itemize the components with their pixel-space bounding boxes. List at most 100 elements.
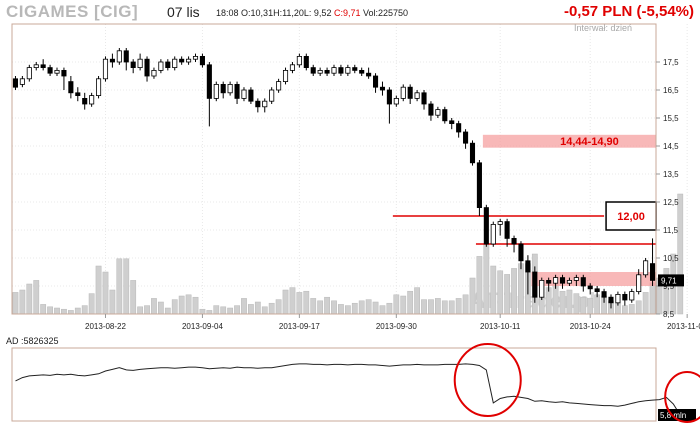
volume-bar: [74, 307, 81, 315]
level-lines: 12,00: [392, 201, 657, 245]
volume-bar: [511, 268, 517, 315]
candle-body: [96, 78, 102, 97]
candle-body: [123, 50, 129, 63]
volume-bar: [566, 289, 573, 315]
highlight-circle: [664, 371, 700, 423]
candle-body: [504, 221, 510, 239]
candle-body: [601, 291, 607, 298]
ad-indicator-label: AD :5826325: [6, 336, 59, 346]
y-tick-label: 17,5: [663, 58, 679, 67]
volume-bar: [171, 299, 178, 315]
candle-body: [338, 67, 344, 74]
candle-body: [40, 64, 46, 69]
volume-bar: [379, 305, 386, 315]
volume-bar: [594, 294, 601, 315]
candle-body: [282, 70, 289, 83]
volume-bar: [241, 298, 247, 315]
close-value: C:9,71: [333, 8, 361, 18]
volume-bar: [67, 310, 74, 315]
candle-body: [192, 56, 199, 60]
candle-body: [407, 86, 413, 99]
volume-bar: [289, 287, 296, 315]
volume-bar: [199, 308, 206, 315]
volume-bar: [635, 300, 642, 315]
volume-bar: [434, 298, 441, 315]
y-tick-label: 13,5: [663, 170, 679, 179]
zone-label: 14,44-14,90: [560, 136, 619, 148]
ohlc-values: O:10,31H:11,20L: 9,52: [241, 8, 332, 18]
candle-body: [636, 274, 642, 292]
volume-bar: [428, 299, 434, 315]
candle-body: [89, 95, 95, 105]
volume-bar: [338, 304, 344, 315]
volume-bar: [663, 268, 670, 315]
y-tick-label: 10,5: [663, 254, 679, 263]
volume-bar: [393, 294, 400, 315]
x-tick-label: 2013-09-04: [182, 322, 223, 331]
y-tick-label: 11,5: [663, 226, 679, 235]
volume-bar: [497, 270, 504, 315]
candle-body: [61, 70, 67, 77]
volume-bar: [54, 307, 60, 315]
volume-bar: [317, 300, 324, 315]
volume-bar: [518, 263, 524, 315]
candle-body: [629, 291, 635, 301]
volume-bar: [95, 265, 102, 315]
volume-bar: [61, 308, 67, 315]
annotations: 9,71: [658, 274, 684, 287]
volume-bar: [421, 299, 427, 315]
candle-body: [102, 58, 109, 80]
ad-last-box: [658, 409, 696, 421]
y-tick-label: 15,5: [663, 114, 679, 123]
volume-bar: [580, 296, 587, 315]
level-label-box: [605, 201, 657, 231]
candle-body: [269, 89, 275, 102]
x-tick-label: 2013-11-07: [667, 322, 700, 331]
candle-body: [248, 89, 254, 102]
candle-body: [463, 131, 469, 144]
candle-body: [442, 109, 448, 122]
volume-bar: [587, 298, 594, 315]
volume-bar: [144, 305, 150, 315]
volume-bar: [254, 301, 261, 315]
candle-body: [532, 271, 538, 298]
candle-body: [144, 58, 150, 77]
y-tick-label: 8,5: [663, 310, 675, 319]
candle-body: [546, 279, 552, 284]
volume-bar: [324, 296, 330, 315]
volume-bar: [344, 305, 351, 315]
candle-body: [241, 89, 247, 99]
volume-bar: [12, 292, 19, 315]
candle-body: [186, 58, 192, 63]
x-tick-label: 2013-08-22: [85, 322, 126, 331]
candle-body: [359, 70, 365, 74]
volume-bar: [455, 298, 462, 315]
volume-bar: [414, 287, 420, 315]
candle-body: [379, 86, 386, 91]
volume-bar: [573, 293, 580, 315]
session-time: 18:08: [216, 8, 239, 18]
price-change: -0,57 PLN (-5,54%): [563, 3, 694, 20]
volume-bar: [102, 271, 109, 315]
candle-body: [19, 78, 25, 85]
price-frame: [11, 23, 657, 315]
candle-body: [511, 237, 517, 245]
price-zone: [482, 134, 656, 148]
volume-bar: [490, 265, 497, 315]
candle-body: [345, 67, 351, 74]
volume-bar: [476, 256, 483, 315]
volume-bar: [358, 300, 365, 315]
ticker-symbol: CIGAMES [CIG]: [6, 2, 139, 21]
candle-body: [47, 67, 53, 74]
axes: 17,5 16,5 15,5 14,5 13,5 12,5 11,5 10,5 9,5 8,5 20…: [11, 23, 700, 331]
volume-bar: [227, 307, 234, 315]
y-tick-label: 14,5: [663, 142, 679, 151]
chart-header: CIGAMES [CIG] 07 lis 18:08 O:10,31H:11,2…: [0, 0, 700, 22]
ad-frame: [11, 347, 657, 422]
candle-body: [116, 50, 122, 63]
volume-bar: [441, 300, 448, 315]
candle-body: [643, 260, 649, 276]
candle-body: [199, 56, 205, 66]
volume-bar: [649, 282, 656, 315]
